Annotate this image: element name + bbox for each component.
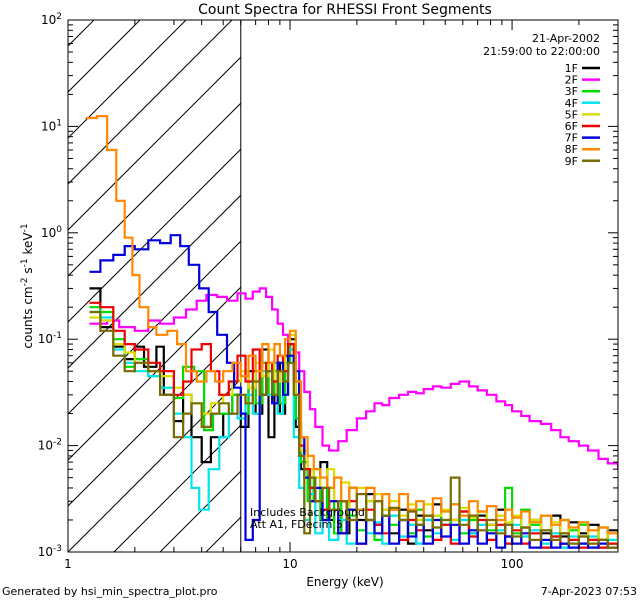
- legend-label-2F: 2F: [565, 74, 578, 87]
- hatch-line: [574, 20, 640, 552]
- series-line-2F: [89, 287, 618, 469]
- footer-timestamp: 7-Apr-2023 07:53: [541, 585, 637, 598]
- hatch-line: [68, 240, 241, 415]
- hatch-line: [68, 194, 241, 369]
- series-group: [85, 115, 618, 549]
- hatch-line: [620, 20, 640, 552]
- hatch-line: [68, 148, 241, 323]
- footer-generated-by: Generated by hsi_min_spectra_plot.pro: [2, 585, 218, 598]
- hatch-line: [68, 20, 233, 185]
- hatch-line: [113, 424, 241, 552]
- y-tick-label: 100: [41, 225, 62, 240]
- legend-label-4F: 4F: [565, 97, 578, 110]
- legend-label-8F: 8F: [565, 143, 578, 156]
- series-line-8F: [85, 115, 618, 538]
- annotation-attenuator: Att A1, FDecim 5: [250, 518, 343, 531]
- series-line-9F: [89, 310, 618, 549]
- annotation-background: Includes Background: [250, 506, 365, 519]
- x-axis-label: Energy (keV): [306, 575, 383, 589]
- plot-frame: [67, 19, 619, 553]
- chart-title: Count Spectra for RHESSI Front Segments: [198, 2, 492, 18]
- hatch-line: [390, 20, 640, 552]
- series-line-7F: [89, 234, 618, 549]
- legend-label-7F: 7F: [565, 132, 578, 145]
- legend-label-1F: 1F: [565, 62, 578, 75]
- legend-label-9F: 9F: [565, 155, 578, 168]
- x-tick-label: 1: [64, 557, 72, 571]
- y-tick-label: 101: [41, 118, 62, 133]
- hatch-line: [68, 20, 187, 139]
- date-label: 21-Apr-2002: [532, 32, 600, 45]
- hatch-line: [68, 332, 241, 507]
- y-tick-label: 10-3: [38, 544, 62, 559]
- time-range-label: 21:59:00 to 22:00:00: [483, 45, 600, 58]
- hatched-region: [68, 20, 640, 552]
- hatch-line: [68, 20, 95, 47]
- axes: 1 10 100 10-3 10-2 10-1 100 101 102: [38, 12, 619, 571]
- hatch-line: [68, 102, 241, 277]
- legend-label-5F: 5F: [565, 108, 578, 121]
- x-tick-label: 10: [282, 557, 297, 571]
- hatch-line: [436, 20, 640, 552]
- series-line-3F: [89, 306, 618, 549]
- hatch-line: [68, 286, 241, 461]
- legend-label-3F: 3F: [565, 85, 578, 98]
- hatch-line: [528, 20, 640, 552]
- y-axis-label: counts cm-2 s-1 keV-1: [20, 223, 35, 348]
- hatch-line: [68, 56, 241, 231]
- hatch-line: [344, 20, 640, 552]
- legend-label-6F: 6F: [565, 120, 578, 133]
- hatch-line: [298, 20, 640, 552]
- y-tick-label: 10-1: [38, 331, 62, 346]
- hatch-line: [482, 20, 640, 552]
- x-tick-label: 100: [501, 557, 524, 571]
- hatch-line: [68, 378, 241, 552]
- y-tick-label: 102: [41, 12, 62, 27]
- y-tick-label: 10-2: [38, 438, 62, 453]
